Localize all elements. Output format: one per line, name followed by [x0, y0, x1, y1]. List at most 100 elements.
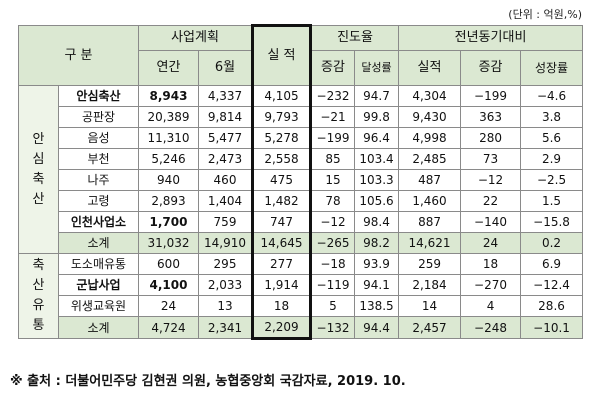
value-cell: 94.7	[353, 85, 400, 107]
value-cell: 2,893	[138, 190, 199, 212]
value-cell: 6.9	[520, 253, 584, 275]
row-name: 소계	[58, 232, 139, 254]
value-cell: 2,485	[398, 148, 462, 170]
value-cell: 103.4	[353, 148, 400, 170]
value-cell: 4,100	[138, 274, 199, 296]
row-name: 인천사업소	[58, 211, 139, 233]
group-label-char: 유	[32, 298, 45, 313]
header-row-2: 연간 6월 증감 달성률 실적 증감 성장률	[19, 50, 584, 86]
value-cell: 18	[460, 253, 522, 275]
value-cell: −10.1	[520, 316, 584, 339]
value-cell: 5,278	[251, 127, 312, 149]
value-cell: 9,793	[251, 106, 312, 128]
value-cell: 2.9	[520, 148, 584, 170]
value-cell: 94.1	[353, 274, 400, 296]
value-cell: 759	[198, 211, 253, 233]
value-cell: 28.6	[520, 295, 584, 317]
value-cell: 14,645	[251, 232, 312, 254]
row-name: 안심축산	[58, 85, 139, 107]
value-cell: 5,246	[138, 148, 199, 170]
value-cell: 8,943	[138, 85, 199, 107]
row-name: 도소매유통	[58, 253, 139, 275]
value-cell: 93.9	[353, 253, 400, 275]
value-cell: 2,033	[198, 274, 253, 296]
value-cell: 105.6	[353, 190, 400, 212]
value-cell: 103.3	[353, 169, 400, 191]
value-cell: 363	[460, 106, 522, 128]
value-cell: 475	[251, 169, 312, 191]
table-row: 축 산 유 통 도소매유통 600 295 277 −18 93.9 259 18 6.9	[18, 253, 584, 339]
value-cell: 98.4	[353, 211, 400, 233]
table-row: 인천사업소 1,700 759 747 −12 98.4 887 −140 −15.8	[19, 211, 584, 233]
value-cell: 96.4	[353, 127, 400, 149]
group-label-char: 축	[32, 258, 45, 273]
value-cell: 887	[398, 211, 462, 233]
unit-note: (단위 : 억원,%)	[508, 8, 582, 21]
group-label-char: 심	[32, 151, 45, 167]
value-cell: 73	[460, 148, 522, 170]
value-cell: −199	[310, 127, 355, 149]
header-actual: 실 적	[251, 24, 312, 86]
value-cell: −140	[460, 211, 522, 233]
table-row: 안 심 축 산 안심축산 8,943 4,337 4,105 −232 94.7 4,304 −199…	[18, 85, 584, 254]
row-name: 부천	[58, 148, 139, 170]
header-progress-achieve: 달성률	[353, 50, 400, 86]
table-row: 고령 2,893 1,404 1,482 78 105.6 1,460 22 1.5	[19, 190, 584, 212]
source-note: ※ 출처 : 더불어민주당 김현권 의원, 농협중앙회 국감자료, 2019. …	[10, 374, 406, 389]
value-cell: 98.2	[353, 232, 400, 254]
row-name: 위생교육원	[58, 295, 139, 317]
value-cell: 20,389	[138, 106, 199, 128]
header-yoy-growth: 성장률	[520, 50, 584, 86]
value-cell: 4,337	[198, 85, 253, 107]
value-cell: 9,430	[398, 106, 462, 128]
value-cell: −270	[460, 274, 522, 296]
value-cell: 5,477	[198, 127, 253, 149]
value-cell: 2,209	[251, 316, 312, 340]
value-cell: −2.5	[520, 169, 584, 191]
value-cell: 94.4	[353, 316, 400, 339]
value-cell: −15.8	[520, 211, 584, 233]
value-cell: 460	[198, 169, 253, 191]
table-row: 음성 11,310 5,477 5,278 −199 96.4 4,998 280 5.6	[19, 127, 584, 149]
value-cell: 2,558	[251, 148, 312, 170]
value-cell: 9,814	[198, 106, 253, 128]
value-cell: −21	[310, 106, 355, 128]
value-cell: −199	[460, 85, 522, 107]
table-row: 위생교육원 24 13 18 5 138.5 14 4 28.6	[19, 295, 584, 317]
value-cell: 3.8	[520, 106, 584, 128]
value-cell: 487	[398, 169, 462, 191]
header-progress: 진도율	[309, 25, 400, 51]
value-cell: 14,621	[398, 232, 462, 254]
group-label-char: 축	[32, 171, 45, 187]
header-row-1: 구 분 사업계획 실 적 진도율 전년동기대비	[18, 24, 584, 86]
value-cell: 85	[310, 148, 355, 170]
value-cell: 5	[310, 295, 355, 317]
header-division: 구 분	[18, 25, 139, 86]
row-name: 나주	[58, 169, 139, 191]
stats-table: 구 분 사업계획 실 적 진도율 전년동기대비 연간 6월 증감 달성률 실적 …	[18, 24, 584, 340]
value-cell: −232	[310, 85, 355, 107]
value-cell: 1,482	[251, 190, 312, 212]
value-cell: 14	[398, 295, 462, 317]
value-cell: 259	[398, 253, 462, 275]
value-cell: 295	[198, 253, 253, 275]
row-name: 군납사업	[58, 274, 139, 296]
value-cell: 5.6	[520, 127, 584, 149]
value-cell: 11,310	[138, 127, 199, 149]
group-label-char: 통	[32, 318, 45, 333]
value-cell: 4,998	[398, 127, 462, 149]
table-row: 부천 5,246 2,473 2,558 85 103.4 2,485 73 2.9	[19, 148, 584, 170]
subtotal-row: 소계 31,032 14,910 14,645 −265 98.2 14,621 24 0.2	[19, 232, 584, 254]
value-cell: 4	[460, 295, 522, 317]
value-cell: 1,460	[398, 190, 462, 212]
value-cell: 1,700	[138, 211, 199, 233]
value-cell: −265	[310, 232, 355, 254]
value-cell: 99.8	[353, 106, 400, 128]
table-row: 나주 940 460 475 15 103.3 487 −12 −2.5	[19, 169, 584, 191]
table-row: 군납사업 4,100 2,033 1,914 −119 94.1 2,184 −270 −12.…	[19, 274, 584, 296]
value-cell: 4,105	[251, 85, 312, 107]
header-progress-change: 증감	[310, 50, 355, 86]
header-yoy: 전년동기대비	[398, 25, 584, 51]
